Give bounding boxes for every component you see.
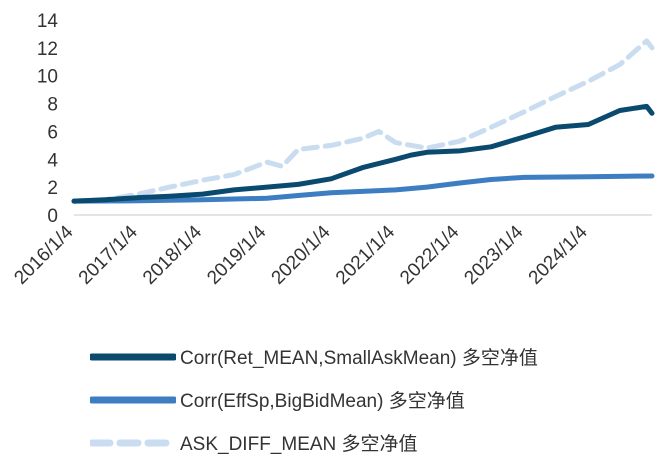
line-chart: 0 2 4 6 8 10 12 14 2016/1/42017/1/42018/1/42019… [10,11,655,289]
legend-label: ASK_DIFF_MEAN 多空净值 [180,434,418,455]
legend: Corr(Ret_MEAN,SmallAskMean) 多空净值 Corr(Ef… [90,335,660,464]
y-tick-label: 4 [47,150,58,171]
x-tick-label: 2024/1/4 [525,221,592,288]
legend-label: Corr(Ret_MEAN,SmallAskMean) 多空净值 [180,348,538,369]
series-line [71,173,655,204]
series-line [71,103,655,204]
legend-item-corr-ret-mean-smallaskmean: Corr(Ret_MEAN,SmallAskMean) 多空净值 [90,335,660,378]
y-tick-label: 2 [47,178,58,199]
x-tick-label: 2022/1/4 [396,221,463,288]
y-tick-label: 6 [47,122,58,143]
x-tick-label: 2018/1/4 [139,221,206,288]
legend-item-ask-diff-mean: ASK_DIFF_MEAN 多空净值 [90,421,660,464]
legend-swatch [90,396,176,403]
x-tick-label: 2017/1/4 [75,221,142,288]
series-line [71,38,655,204]
x-tick-label: 2016/1/4 [10,221,77,288]
legend-item-corr-effsp-bigbidmean: Corr(EffSp,BigBidMean) 多空净值 [90,378,660,421]
x-axis-tick-labels: 2016/1/42017/1/42018/1/42019/1/42020/1/4… [10,221,592,288]
x-tick-label: 2023/1/4 [460,221,527,288]
x-tick-label: 2021/1/4 [332,221,399,288]
y-tick-label: 14 [37,11,59,32]
y-tick-label: 10 [37,67,58,88]
legend-swatch [90,353,176,360]
y-tick-label: 0 [47,206,58,227]
legend-swatch [90,439,176,446]
legend-label: Corr(EffSp,BigBidMean) 多空净值 [180,391,465,412]
x-tick-label: 2020/1/4 [268,221,335,288]
series-lines [71,38,655,204]
y-tick-label: 8 [47,95,58,116]
x-tick-label: 2019/1/4 [203,221,270,288]
y-axis-tick-labels: 0 2 4 6 8 10 12 14 [37,11,59,227]
y-tick-label: 12 [37,39,58,60]
